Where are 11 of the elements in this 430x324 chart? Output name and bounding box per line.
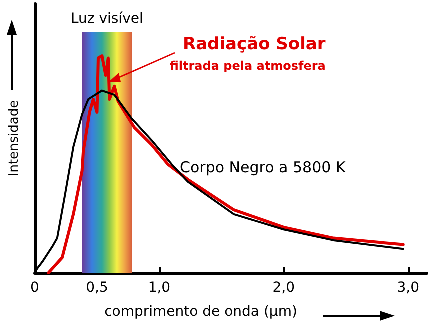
x-tick-label: 0 — [30, 280, 40, 296]
band-label: Luz visível — [70, 11, 144, 28]
x-tick-label: 2,0 — [272, 280, 296, 296]
text: Radiação Solar — [183, 34, 326, 54]
x-tick-label: 3,0 — [397, 280, 420, 296]
series-label: Corpo Negro a 5800 K — [180, 158, 347, 176]
y-axis-title: Intensidade — [7, 100, 22, 177]
x-tick-label: 0,5 — [86, 280, 108, 296]
annotation: filtrada pela atmosfera — [170, 59, 326, 73]
x-axis-title: comprimento de onda (µm) — [104, 304, 298, 320]
x-tick-label: 1,0 — [148, 280, 171, 296]
